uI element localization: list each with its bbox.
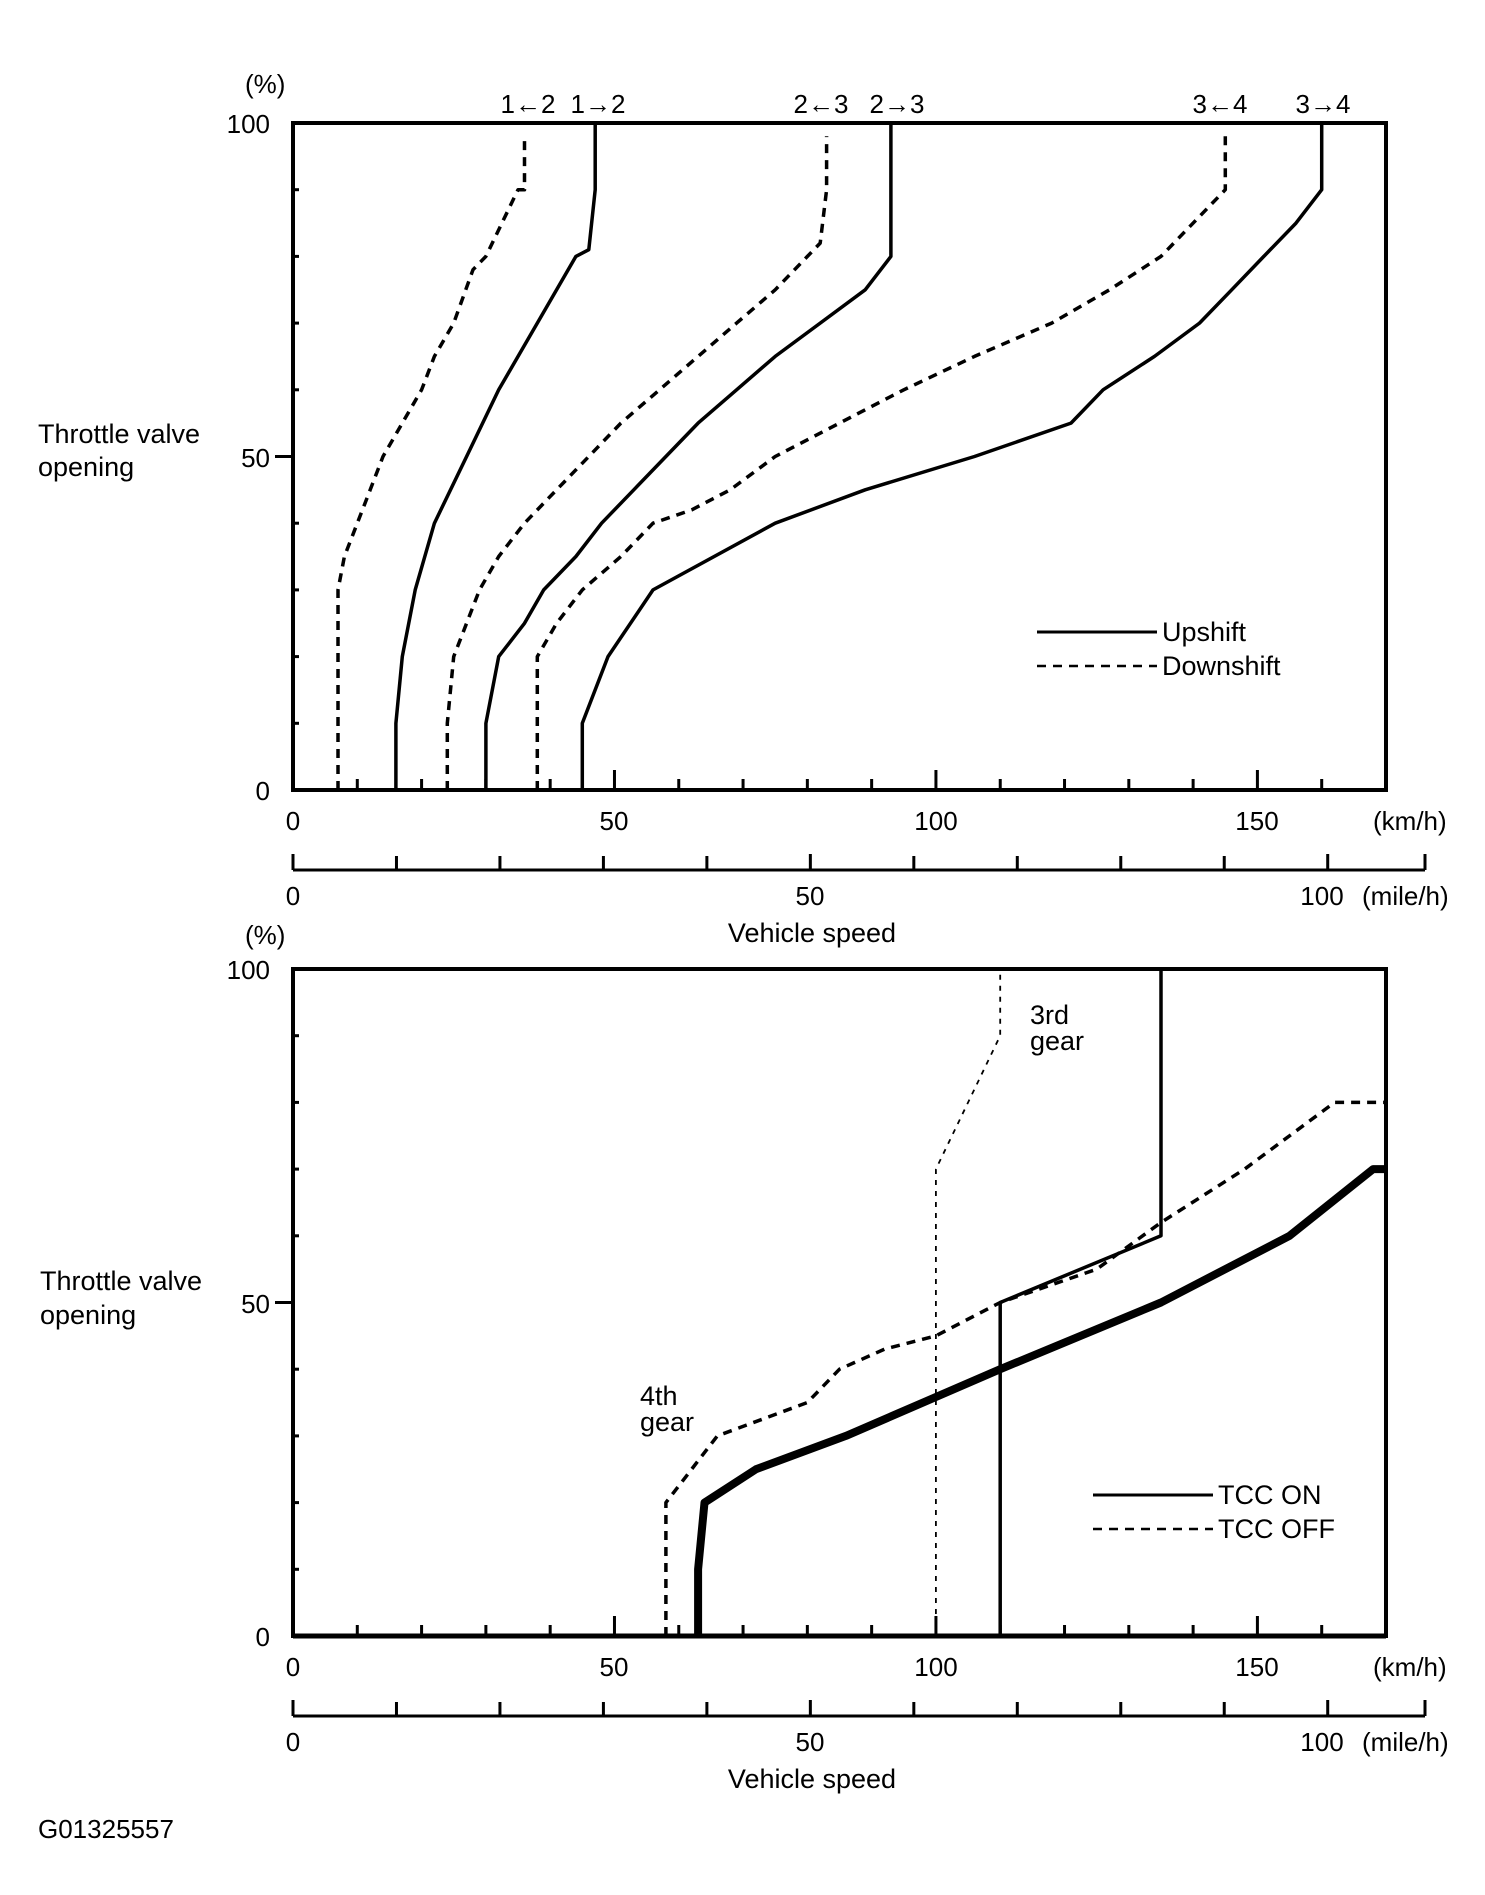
chart1-mph-tick-label-0: 0 bbox=[286, 881, 300, 911]
chart1-series-line-2 bbox=[484, 123, 893, 790]
chart2-x-tick-label-100: 100 bbox=[914, 1652, 957, 1682]
chart1-x-tick-label-0: 0 bbox=[286, 806, 300, 836]
chart1-x-tick-label-50: 50 bbox=[600, 806, 629, 836]
chart2-ylabel-line2: opening bbox=[40, 1300, 136, 1330]
chart2-mph-tick-label-100: 100 bbox=[1300, 1727, 1343, 1757]
chart2-ylabel-line1: Throttle valve bbox=[40, 1266, 202, 1296]
chart2-annotation-3rd-gear: gear bbox=[1030, 1026, 1084, 1056]
chart1-annotation-3-up-4: 3→4 bbox=[1296, 89, 1351, 119]
tcc-pattern-chart: (%) Throttle valve opening 100 50 0 0 50… bbox=[40, 920, 1449, 1794]
chart1-series-line-4 bbox=[580, 123, 1324, 790]
chart2-annotation-4th: 4th bbox=[640, 1381, 678, 1411]
chart1-annotation-1-down-2: 1←2 bbox=[501, 89, 556, 119]
chart2-legend-tcc-off: TCC OFF bbox=[1218, 1514, 1335, 1544]
chart1-mph-unit: (mile/h) bbox=[1362, 881, 1449, 911]
chart1-series bbox=[336, 123, 1324, 790]
chart1-legend-downshift: Downshift bbox=[1162, 651, 1281, 681]
shift-pattern-chart: (%) Throttle valve opening 100 50 0 0 50… bbox=[38, 69, 1449, 948]
chart1-xlabel: Vehicle speed bbox=[728, 918, 896, 948]
chart1-mph-tick-label-100: 100 bbox=[1300, 881, 1343, 911]
chart1-x-tick-label-150: 150 bbox=[1235, 806, 1278, 836]
chart2-y-tick-label-50: 50 bbox=[241, 1289, 270, 1319]
chart1-x-tick-label-100: 100 bbox=[914, 806, 957, 836]
chart2-x-unit: (km/h) bbox=[1373, 1652, 1447, 1682]
chart1-series-line-0 bbox=[394, 123, 597, 790]
chart2-annotation-4th-gear: gear bbox=[640, 1407, 694, 1437]
chart2-ticks bbox=[275, 1034, 1427, 1716]
chart1-annotation-1-up-2: 1→2 bbox=[571, 89, 626, 119]
chart2-series-line-3 bbox=[935, 969, 1002, 1636]
chart2-x-tick-label-0: 0 bbox=[286, 1652, 300, 1682]
chart2-legend-tcc-on: TCC ON bbox=[1218, 1480, 1322, 1510]
chart1-ylabel-line1: Throttle valve bbox=[38, 419, 200, 449]
chart2-mph-tick-label-0: 0 bbox=[286, 1727, 300, 1757]
chart2-x-tick-label-50: 50 bbox=[600, 1652, 629, 1682]
chart1-series-line-1 bbox=[336, 136, 527, 790]
chart1-series-line-5 bbox=[535, 136, 1228, 790]
chart1-frame bbox=[291, 121, 1388, 792]
chart2-series-line-0 bbox=[694, 1165, 1386, 1636]
chart2-x-tick-label-150: 150 bbox=[1235, 1652, 1278, 1682]
chart2-series-line-2 bbox=[998, 969, 1163, 1636]
chart1-ylabel-line2: opening bbox=[38, 452, 134, 482]
chart1-annotation-2-down-3: 2←3 bbox=[794, 89, 849, 119]
chart2-y-tick-label-100: 100 bbox=[227, 955, 270, 985]
chart2-y-unit: (%) bbox=[245, 920, 285, 950]
chart2-mph-tick-label-50: 50 bbox=[796, 1727, 825, 1757]
chart2-mph-unit: (mile/h) bbox=[1362, 1727, 1449, 1757]
chart1-x-unit: (km/h) bbox=[1373, 806, 1447, 836]
chart1-y-tick-label-100: 100 bbox=[227, 109, 270, 139]
chart1-annotation-3-down-4: 3←4 bbox=[1193, 89, 1248, 119]
chart1-y-tick-label-50: 50 bbox=[241, 443, 270, 473]
chart2-annotation-3rd: 3rd bbox=[1030, 1000, 1069, 1030]
chart2-series-line-1 bbox=[664, 1100, 1386, 1636]
chart1-y-unit: (%) bbox=[245, 69, 285, 99]
chart1-y-tick-label-0: 0 bbox=[256, 776, 270, 806]
chart2-series bbox=[293, 969, 1386, 1639]
chart1-mph-tick-label-50: 50 bbox=[796, 881, 825, 911]
figure-code: G01325557 bbox=[38, 1814, 174, 1844]
chart1-annotation-2-up-3: 2→3 bbox=[870, 89, 925, 119]
chart1-legend-upshift: Upshift bbox=[1162, 617, 1247, 647]
chart2-y-tick-label-0: 0 bbox=[256, 1622, 270, 1652]
chart1-series-line-3 bbox=[445, 136, 829, 790]
chart2-xlabel: Vehicle speed bbox=[728, 1764, 896, 1794]
